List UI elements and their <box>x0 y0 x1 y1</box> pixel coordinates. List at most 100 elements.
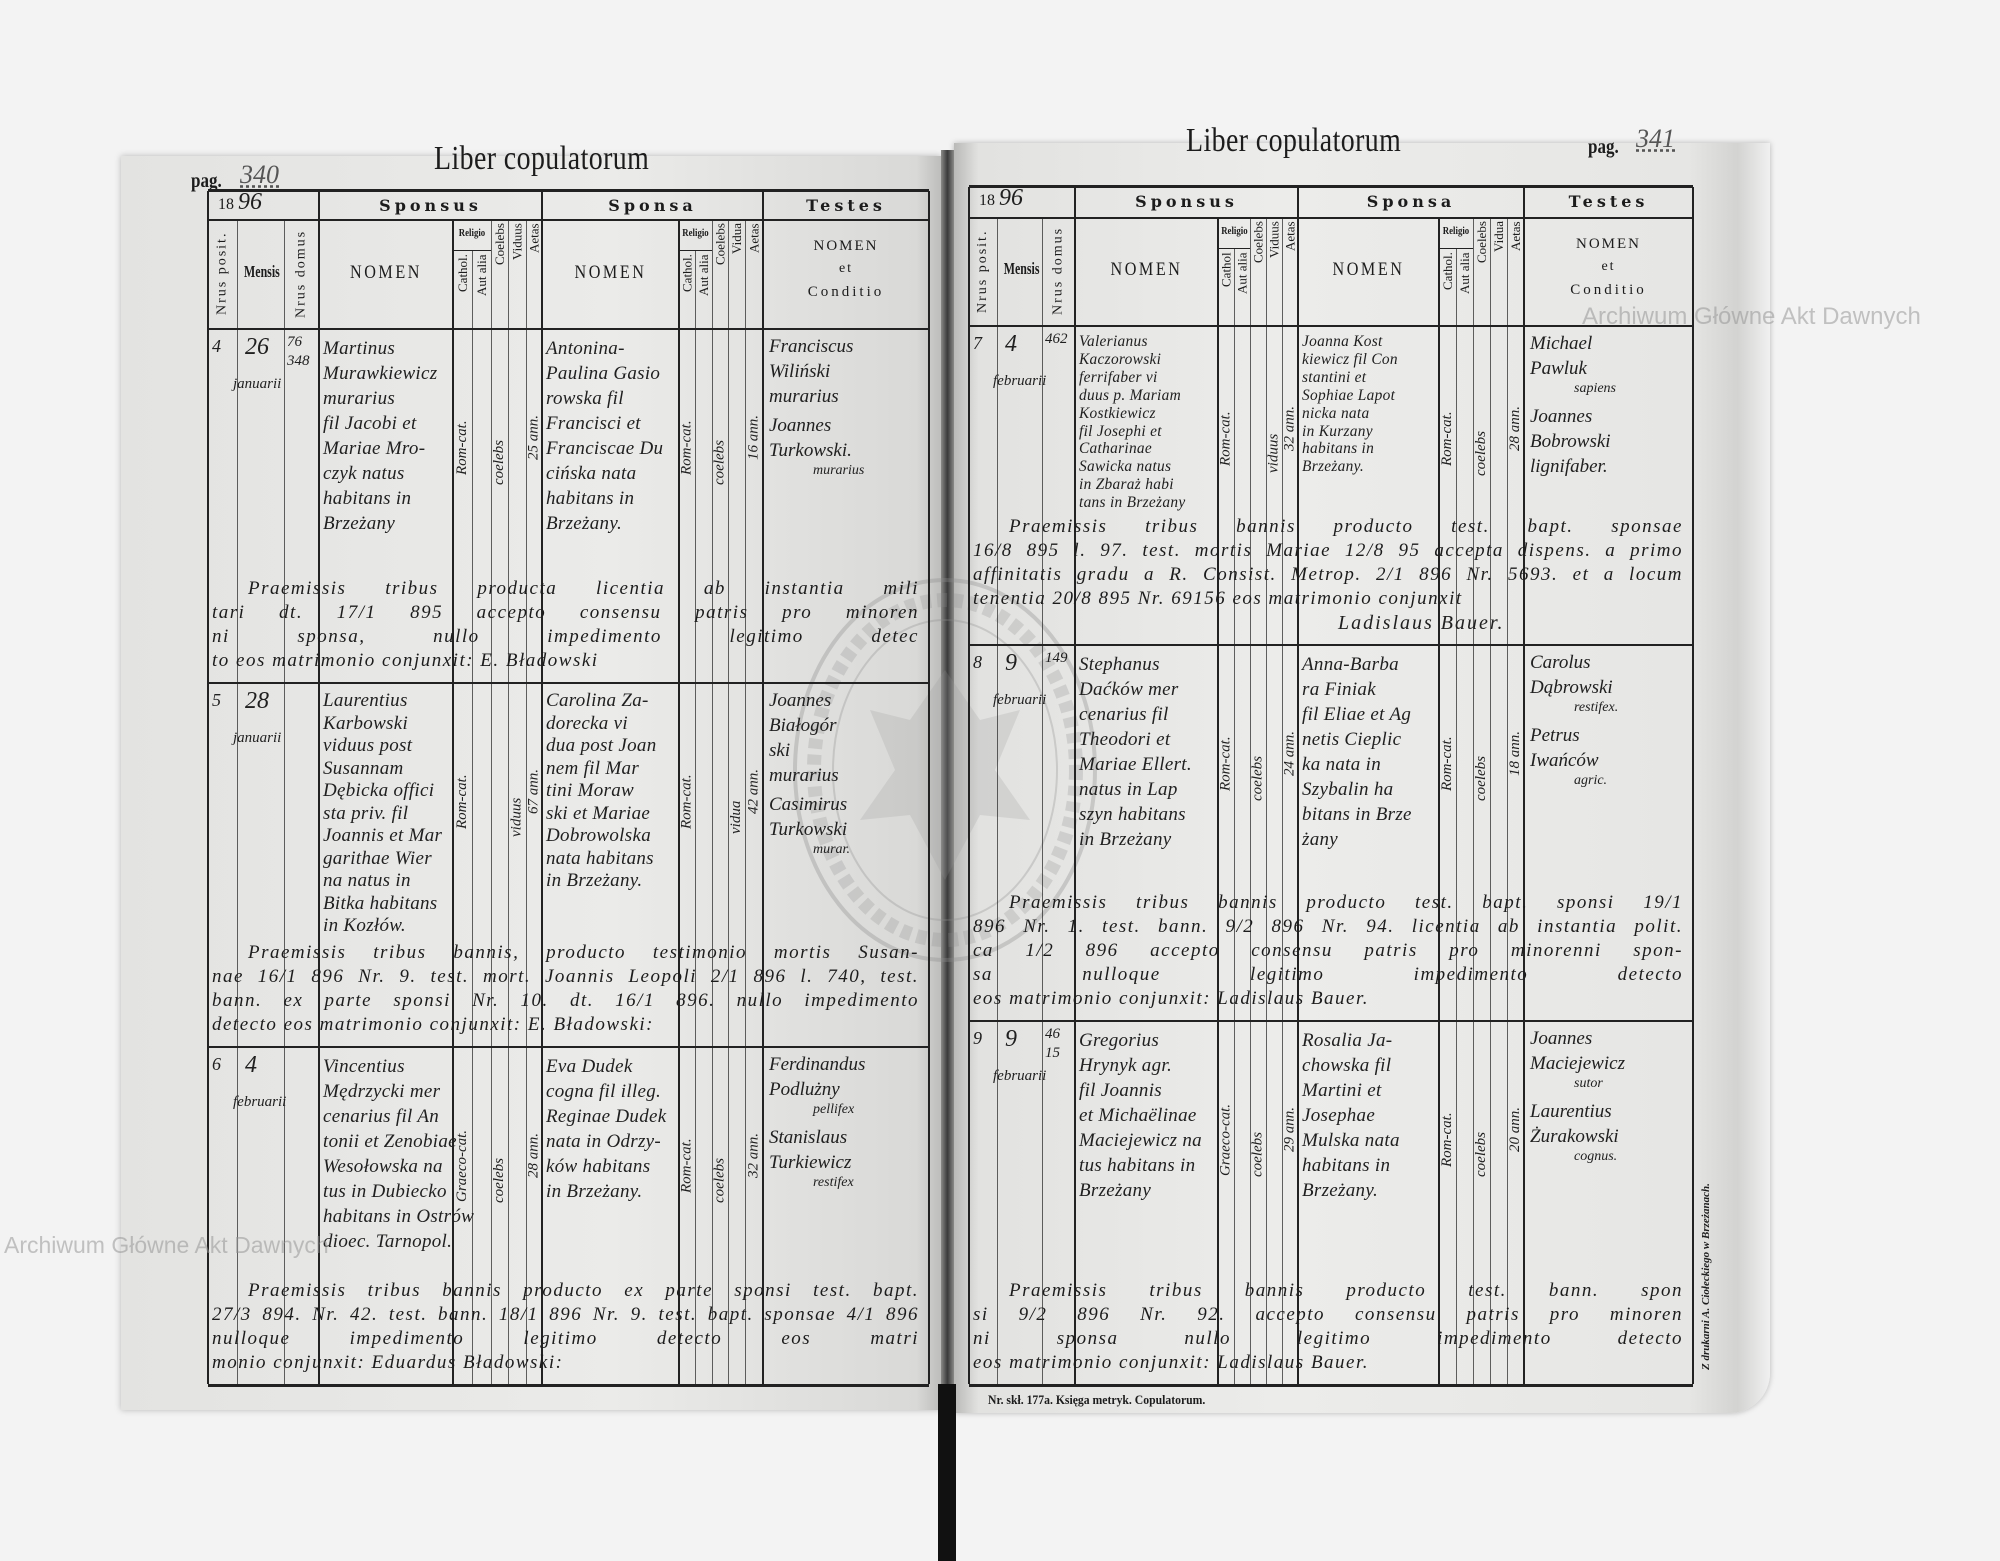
sponsa-age: 16 ann. <box>745 415 762 461</box>
sponsus-name-line: Mędrzycki mer <box>323 1081 441 1102</box>
marriage-remark-line: to eos matrimonio conjunxit: E. Bładowsk… <box>212 650 599 671</box>
sponsus-name-line: Sawicka natus <box>1079 458 1172 476</box>
col-sponsus-sub: Aetas <box>526 223 542 253</box>
sponsa-name-line: in Brzeżany. <box>546 1181 643 1202</box>
col-testes-line: NOMEN <box>813 238 879 254</box>
marriage-remark-line: Praemissis tribus bannis producto test. … <box>1009 892 1683 913</box>
sponsa-name-line: Brzeżany. <box>546 513 623 534</box>
sponsus-name-line: tus in Dubiecko <box>323 1181 447 1202</box>
col-sponsa-sub: Cathol. <box>1440 252 1455 290</box>
sponsus-name-line: Kostkiewicz <box>1079 404 1156 422</box>
sponsa-name-line: Anna-Barba <box>1302 654 1399 675</box>
group-sponsus: Sponsus <box>379 196 482 215</box>
sponsus-name-line: dioec. Tarnopol. <box>323 1231 453 1252</box>
column-rule <box>1074 187 1076 1384</box>
col-sponsus-nomen: NOMEN <box>350 261 422 283</box>
witness-name-line: Joannes <box>769 415 832 436</box>
col-sponsus-sub: Aut alia <box>474 254 489 296</box>
sponsus-name-line: Martinus <box>323 338 396 359</box>
column-rule <box>927 191 931 1384</box>
witness-name-line: Joannes <box>1530 1028 1593 1049</box>
group-sponsus: Sponsus <box>1135 192 1238 211</box>
page-number: 340 <box>240 160 279 189</box>
marriage-remark-line: Praemissis tribus bannis, producto testi… <box>248 942 919 963</box>
sponsa-name-line: żany <box>1302 829 1339 850</box>
sponsus-age: 24 ann. <box>1281 731 1298 777</box>
sponsa-name-line: dua post Joan <box>546 735 657 757</box>
page-title: Liber copulatorum <box>434 140 650 177</box>
sponsus-religio: Rom-cat. <box>1217 736 1234 792</box>
entry-day: 9 <box>1005 1026 1017 1052</box>
sponsa-name-line: Reginae Dudek <box>546 1106 667 1127</box>
witness-name-line: Joannes <box>1530 406 1593 427</box>
marriage-remark-line: si 9/2 896 Nr. 92. accepto consensu patr… <box>973 1304 1683 1325</box>
marriage-remark-line: Praemissis tribus bannis producto test. … <box>1009 516 1683 537</box>
sponsus-age: 67 ann. <box>525 769 542 815</box>
entry-day: 4 <box>1005 331 1017 357</box>
sponsa-name-line: cogna fil illeg. <box>546 1081 662 1102</box>
page-title: Liber copulatorum <box>1186 122 1402 159</box>
sponsus-name-line: in Zbaraż habi <box>1079 476 1174 494</box>
marriage-remark-line: sa nulloque legitimo impedimento detecto <box>973 964 1683 985</box>
sponsa-name-line: ków habitans <box>546 1156 651 1177</box>
col-sponsus-sub: Cathol. <box>455 254 470 292</box>
column-rule <box>507 219 509 1384</box>
sponsa-name-line: chowska fil <box>1302 1055 1392 1076</box>
sponsa-name-line: ra Finiak <box>1302 679 1376 700</box>
sponsus-name-line: natus in Lap <box>1079 779 1178 800</box>
witness-name-line: Podlużny <box>769 1079 840 1100</box>
sponsa-name-line: rowska fil <box>546 388 624 409</box>
sponsus-religio: Graeco-cat. <box>1217 1103 1234 1177</box>
year-written: 96 <box>999 185 1023 211</box>
marriage-remark-line: 896 Nr. 1. test. bann. 9/2 896 Nr. 94. l… <box>973 916 1683 937</box>
col-mensis: Mensis <box>244 261 280 281</box>
witness-name-line: Turkowski <box>769 819 848 840</box>
col-testes-line: et <box>838 261 854 276</box>
marriage-remark-line: affinitatis gradu a R. Consist. Metrop. … <box>973 564 1683 585</box>
entry-number: 9 <box>973 1028 982 1048</box>
sponsa-name-line: Antonina- <box>546 338 625 359</box>
sponsus-age: 32 ann. <box>1281 406 1298 451</box>
entry-number: 5 <box>212 690 221 710</box>
sponsa-name-line: netis Cieplic <box>1302 729 1402 750</box>
table-bottom-rule <box>969 1384 1693 1387</box>
entry-month: januarii <box>233 730 282 746</box>
sponsus-name-line: Brzeżany <box>323 513 396 534</box>
witness-name-line: Stanislaus <box>769 1127 848 1148</box>
sponsus-status: coelebs <box>1249 756 1266 802</box>
left-page <box>121 156 941 1410</box>
sponsus-name-line: Wesołowska na <box>323 1156 443 1177</box>
sponsus-name-line: habitans in Ostrów <box>323 1206 475 1227</box>
sponsus-name-line: in Brzeżany <box>1079 829 1172 850</box>
sponsus-name-line: Mariae Mro- <box>323 438 426 459</box>
sponsus-name-line: Karbowski <box>323 712 409 734</box>
column-rule <box>1249 217 1251 1384</box>
sponsus-name-line: Kaczorowski <box>1079 350 1162 368</box>
sponsus-name-line: Mariae Ellert. <box>1079 754 1192 775</box>
sponsus-religio: Graeco-cat. <box>454 1129 470 1203</box>
witness-name-line: Michael <box>1530 333 1593 354</box>
sponsus-age: 25 ann. <box>525 415 542 461</box>
marriage-remark-line: tari dt. 17/1 895 accepto consensu patri… <box>212 602 919 623</box>
sponsa-age: 20 ann. <box>1507 1107 1523 1153</box>
sponsus-name-line: duus p. Mariam <box>1079 386 1182 404</box>
marriage-remark-line: eos matrimonio conjunxit: Ladislaus Baue… <box>973 1352 1370 1373</box>
sponsus-name-line: czyk natus <box>323 463 405 484</box>
header-bottom-rule <box>969 325 1693 327</box>
col-sponsa-sub: Coelebs <box>1474 221 1489 263</box>
sponsus-name-line: murarius <box>323 388 396 409</box>
witness-occupation: agric. <box>1574 773 1608 788</box>
eagle-emblem-icon <box>860 670 1030 880</box>
col-mensis: Mensis <box>1003 259 1040 278</box>
sponsa-age: 42 ann. <box>745 769 762 815</box>
column-rule <box>1691 187 1695 1384</box>
marriage-remark-line: monio conjunxit: Eduardus Bładowski: <box>212 1352 564 1373</box>
witness-name-line: Bobrowski <box>1530 431 1611 452</box>
col-sponsa-nomen: NOMEN <box>574 261 647 283</box>
sponsus-name-line: Theodori et <box>1079 729 1171 750</box>
page-number: 341 <box>1636 124 1675 153</box>
sponsus-name-line: tonii et Zenobiae <box>323 1131 457 1152</box>
sponsa-name-line: Carolina Za- <box>546 690 649 711</box>
sponsa-religio: Rom-cat. <box>678 774 695 830</box>
sponsus-name-line: Murawkiewicz <box>323 363 438 384</box>
